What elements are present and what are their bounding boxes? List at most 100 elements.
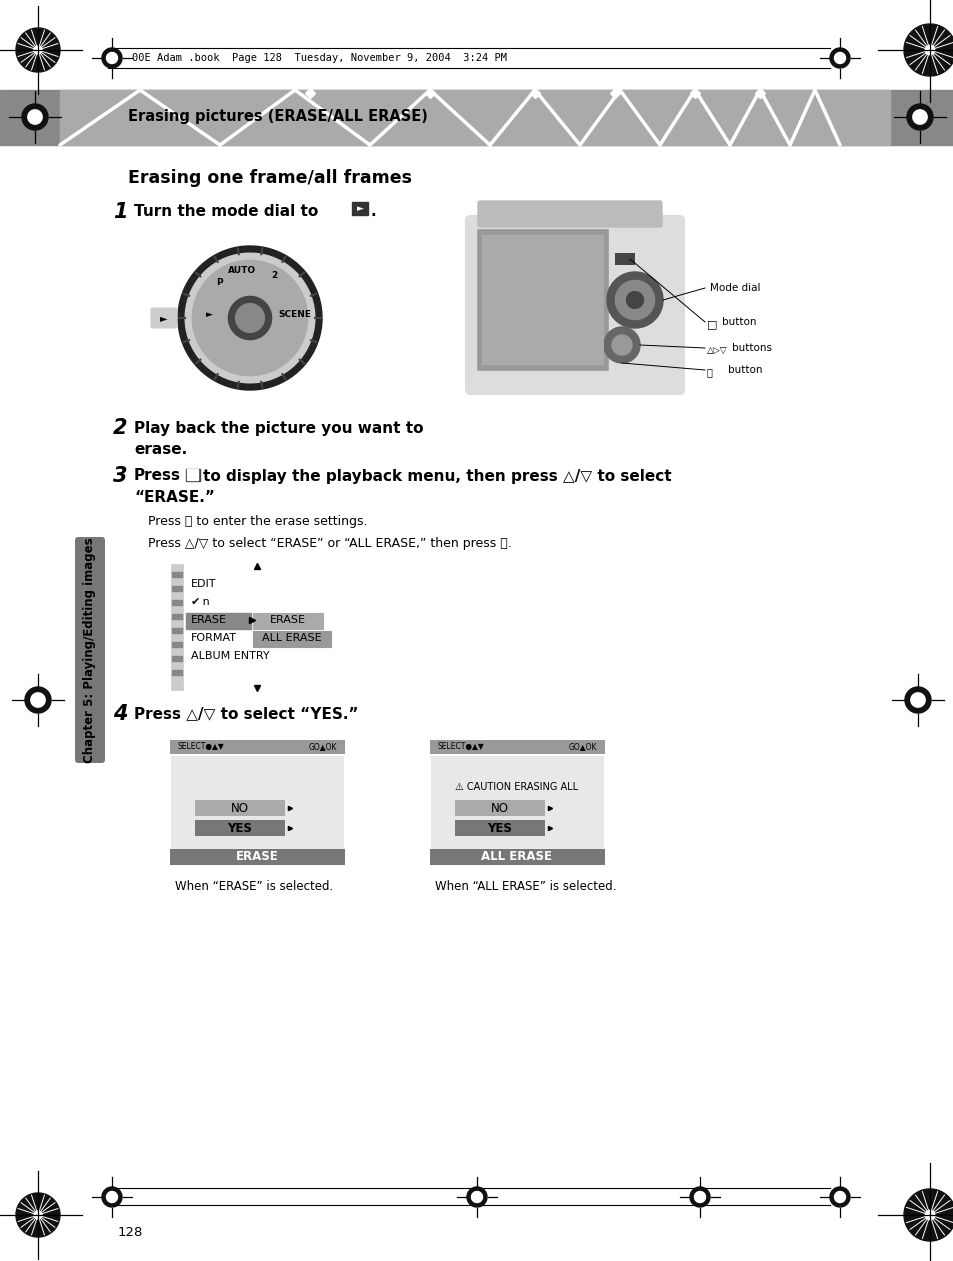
Bar — [253, 630, 331, 647]
Text: SCENE: SCENE — [277, 310, 311, 319]
Polygon shape — [34, 47, 42, 54]
Bar — [186, 469, 200, 480]
Polygon shape — [467, 1187, 486, 1207]
Bar — [187, 469, 190, 472]
Bar — [253, 613, 323, 629]
Text: 2: 2 — [112, 417, 128, 438]
Bar — [431, 757, 603, 849]
Polygon shape — [235, 304, 264, 333]
Polygon shape — [689, 1187, 709, 1207]
Polygon shape — [193, 261, 307, 376]
Bar — [352, 202, 368, 214]
Text: P: P — [216, 277, 223, 286]
Text: AUTO: AUTO — [228, 266, 255, 275]
Bar — [60, 90, 889, 145]
Text: SELECT●▲▼: SELECT●▲▼ — [437, 743, 484, 752]
Bar — [172, 656, 182, 661]
Bar — [477, 230, 607, 369]
Polygon shape — [829, 1187, 849, 1207]
Polygon shape — [906, 103, 932, 130]
Text: 3: 3 — [112, 467, 128, 485]
Text: EDIT: EDIT — [191, 579, 216, 589]
Bar — [172, 572, 182, 578]
Polygon shape — [16, 28, 60, 72]
Bar — [172, 600, 182, 605]
Text: 00E Adam .book  Page 128  Tuesday, November 9, 2004  3:24 PM: 00E Adam .book Page 128 Tuesday, Novembe… — [132, 53, 506, 63]
Bar — [172, 628, 182, 633]
Text: Turn the mode dial to: Turn the mode dial to — [133, 204, 318, 219]
Text: ERASE: ERASE — [270, 615, 306, 625]
Bar — [171, 757, 344, 849]
Bar — [430, 740, 604, 754]
Polygon shape — [834, 1192, 844, 1203]
Text: □: □ — [706, 319, 717, 329]
Bar — [187, 477, 190, 480]
Polygon shape — [829, 48, 849, 68]
Text: button: button — [721, 317, 756, 327]
Bar — [191, 477, 193, 480]
Polygon shape — [606, 272, 662, 328]
Text: FORMAT: FORMAT — [191, 633, 236, 643]
Polygon shape — [16, 1193, 60, 1237]
Polygon shape — [102, 1187, 122, 1207]
Polygon shape — [924, 1211, 934, 1219]
Polygon shape — [178, 246, 322, 390]
Text: SELECT●▲▼: SELECT●▲▼ — [178, 743, 225, 752]
Bar — [170, 562, 345, 692]
Polygon shape — [834, 53, 844, 63]
Text: ►: ► — [206, 310, 213, 319]
Text: Erasing pictures (ERASE/ALL ERASE): Erasing pictures (ERASE/ALL ERASE) — [128, 110, 428, 125]
Bar — [172, 670, 182, 675]
Bar — [0, 90, 953, 145]
Text: ⚠ CAUTION ERASING ALL: ⚠ CAUTION ERASING ALL — [455, 782, 578, 792]
Polygon shape — [903, 24, 953, 76]
Polygon shape — [185, 253, 314, 383]
Text: GO▲OK: GO▲OK — [308, 743, 336, 752]
Text: to display the playback menu, then press △/▽ to select: to display the playback menu, then press… — [203, 469, 671, 483]
Polygon shape — [107, 1192, 117, 1203]
Bar — [194, 469, 198, 472]
Text: YES: YES — [228, 821, 253, 835]
Text: ►: ► — [160, 313, 168, 323]
Polygon shape — [30, 692, 45, 707]
Bar — [171, 564, 183, 690]
Polygon shape — [612, 335, 631, 356]
Bar — [172, 586, 182, 591]
Polygon shape — [22, 103, 48, 130]
Text: 128: 128 — [118, 1226, 143, 1238]
Text: When “ERASE” is selected.: When “ERASE” is selected. — [174, 880, 333, 894]
Polygon shape — [102, 48, 122, 68]
Polygon shape — [615, 280, 654, 319]
Text: buttons: buttons — [731, 343, 771, 353]
Polygon shape — [903, 1189, 953, 1241]
Polygon shape — [912, 110, 926, 124]
Text: GO▲OK: GO▲OK — [568, 743, 597, 752]
Text: △▷▽: △▷▽ — [706, 346, 727, 354]
Text: “ERASE.”: “ERASE.” — [133, 491, 214, 506]
Polygon shape — [28, 110, 42, 124]
Text: Press: Press — [133, 469, 181, 483]
Bar — [615, 253, 635, 265]
FancyBboxPatch shape — [151, 308, 177, 328]
Bar — [170, 740, 345, 754]
Text: ✔ n: ✔ n — [191, 596, 210, 607]
Bar — [430, 849, 604, 865]
Text: NO: NO — [231, 802, 249, 815]
Text: 2: 2 — [271, 271, 277, 280]
Text: .: . — [371, 204, 376, 219]
Text: 1: 1 — [112, 202, 128, 222]
Bar — [194, 820, 285, 836]
Text: ⓞ: ⓞ — [706, 367, 712, 377]
Polygon shape — [603, 327, 639, 363]
Text: ERASE: ERASE — [191, 615, 227, 625]
Text: Press △/▽ to select “ERASE” or “ALL ERASE,” then press ⓞ.: Press △/▽ to select “ERASE” or “ALL ERAS… — [148, 536, 511, 550]
Bar — [194, 473, 198, 475]
Text: Press △/▽ to select “YES.”: Press △/▽ to select “YES.” — [133, 706, 358, 721]
Bar — [191, 469, 193, 472]
Polygon shape — [107, 53, 117, 63]
Text: YES: YES — [487, 821, 512, 835]
Bar — [170, 849, 345, 865]
Polygon shape — [34, 1211, 42, 1219]
Bar — [0, 0, 953, 90]
Text: ALBUM ENTRY: ALBUM ENTRY — [191, 651, 270, 661]
